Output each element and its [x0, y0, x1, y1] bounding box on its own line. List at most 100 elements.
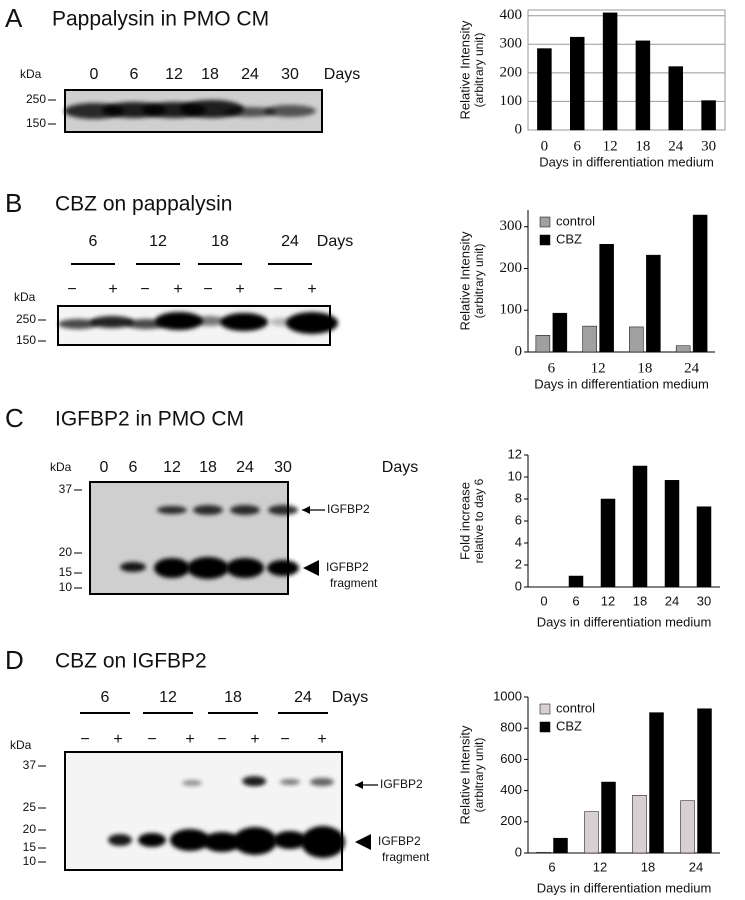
treatment-sign: + — [113, 731, 122, 748]
y-axis-label: Fold increase — [457, 482, 472, 560]
marker-label: 250 — [26, 92, 46, 106]
x-tick-label: 18 — [633, 593, 647, 608]
treatment-sign: − — [67, 281, 76, 298]
x-axis-label: Days in differentiation medium — [537, 880, 712, 895]
y-tick-label: 2 — [515, 556, 522, 571]
treatment-sign: + — [307, 281, 316, 298]
marker-label: 15 — [23, 840, 37, 854]
band — [187, 557, 229, 579]
x-tick-label: 12 — [591, 360, 606, 376]
y-tick-label: 800 — [500, 720, 522, 735]
y-tick-label: 0 — [515, 844, 522, 859]
band — [242, 776, 266, 786]
marker-label: 10 — [23, 854, 37, 868]
band — [264, 105, 316, 117]
y-tick-label: 200 — [500, 813, 522, 828]
bar — [535, 335, 551, 353]
y-axis-label: Relative Intensity — [457, 231, 472, 330]
bar — [536, 851, 551, 854]
bar — [635, 40, 651, 131]
bar — [649, 712, 664, 854]
x-tick-label: 12 — [603, 138, 618, 154]
treatment-sign: − — [273, 281, 282, 298]
legend-label: CBZ — [556, 718, 582, 733]
y-tick-label: 200 — [500, 64, 523, 80]
band — [280, 779, 300, 785]
x-tick-label: 6 — [574, 138, 582, 154]
treatment-sign: − — [80, 731, 89, 748]
kda-label: kDa — [20, 67, 42, 81]
band — [224, 107, 276, 117]
lane-label: 24 — [236, 459, 254, 476]
treatment-sign: + — [108, 281, 117, 298]
y-axis-label: (arbitrary unit) — [472, 33, 486, 108]
panel-letter: D — [5, 645, 24, 675]
panel-letter: B — [5, 188, 22, 218]
lane-label: 12 — [165, 66, 183, 83]
lane-label: 18 — [199, 459, 217, 476]
x-tick-label: 24 — [668, 138, 684, 154]
lane-label: 6 — [130, 66, 139, 83]
band — [138, 833, 166, 847]
y-tick-label: 4 — [515, 534, 522, 549]
y-tick-label: 600 — [500, 751, 522, 766]
lane-label: 24 — [241, 66, 259, 83]
band — [301, 826, 345, 858]
treatment-sign: + — [235, 281, 244, 298]
x-tick-label: 0 — [541, 138, 549, 154]
band — [108, 834, 132, 846]
y-tick-label: 100 — [500, 302, 523, 318]
days-label: Days — [382, 459, 418, 476]
lane-label: 0 — [100, 459, 109, 476]
band — [268, 505, 298, 515]
y-axis-label: (arbitrary unit) — [472, 244, 486, 319]
bar — [537, 48, 552, 131]
y-tick-label: 400 — [500, 782, 522, 797]
marker-label: 25 — [23, 800, 37, 814]
lane-label: 12 — [159, 689, 177, 706]
arrow-head — [302, 506, 310, 514]
legend-label: CBZ — [556, 231, 582, 246]
bar — [680, 800, 695, 854]
bar — [701, 100, 716, 131]
lane-label: 18 — [224, 689, 242, 706]
y-axis-label: (arbitrary unit) — [472, 738, 486, 813]
kda-label: kDa — [14, 290, 36, 304]
band — [196, 316, 224, 326]
bar — [629, 326, 644, 353]
band — [182, 780, 202, 786]
band — [155, 312, 203, 330]
treatment-sign: − — [140, 281, 149, 298]
legend-swatch — [539, 703, 551, 715]
plot-frame — [527, 9, 726, 131]
bar — [568, 575, 584, 588]
band — [157, 506, 187, 514]
band — [120, 562, 146, 572]
treatment-sign: + — [173, 281, 182, 298]
x-tick-label: 30 — [701, 138, 716, 154]
marker-label: 37 — [23, 758, 37, 772]
band — [267, 560, 299, 576]
legend-label: control — [556, 213, 595, 228]
kda-label: kDa — [10, 738, 32, 752]
legend-swatch — [539, 216, 551, 228]
x-axis-label: Days in differentiation medium — [539, 154, 714, 169]
band — [230, 505, 260, 515]
lane-label: 6 — [101, 689, 110, 706]
panel-letter: A — [5, 3, 23, 33]
y-axis-label: relative to day 6 — [472, 478, 486, 563]
band-label: IGFBP2 — [326, 560, 369, 574]
bar — [552, 312, 568, 353]
x-tick-label: 6 — [548, 859, 555, 874]
band — [90, 316, 134, 328]
bar — [646, 254, 661, 353]
treatment-sign: − — [147, 731, 156, 748]
x-tick-label: 24 — [684, 360, 700, 376]
bar — [696, 506, 712, 588]
lane-label: 24 — [281, 233, 299, 250]
panel-title: CBZ on IGFBP2 — [55, 650, 207, 673]
bar — [675, 345, 691, 353]
bar — [602, 12, 618, 131]
panel-title: IGFBP2 in PMO CM — [55, 408, 244, 431]
